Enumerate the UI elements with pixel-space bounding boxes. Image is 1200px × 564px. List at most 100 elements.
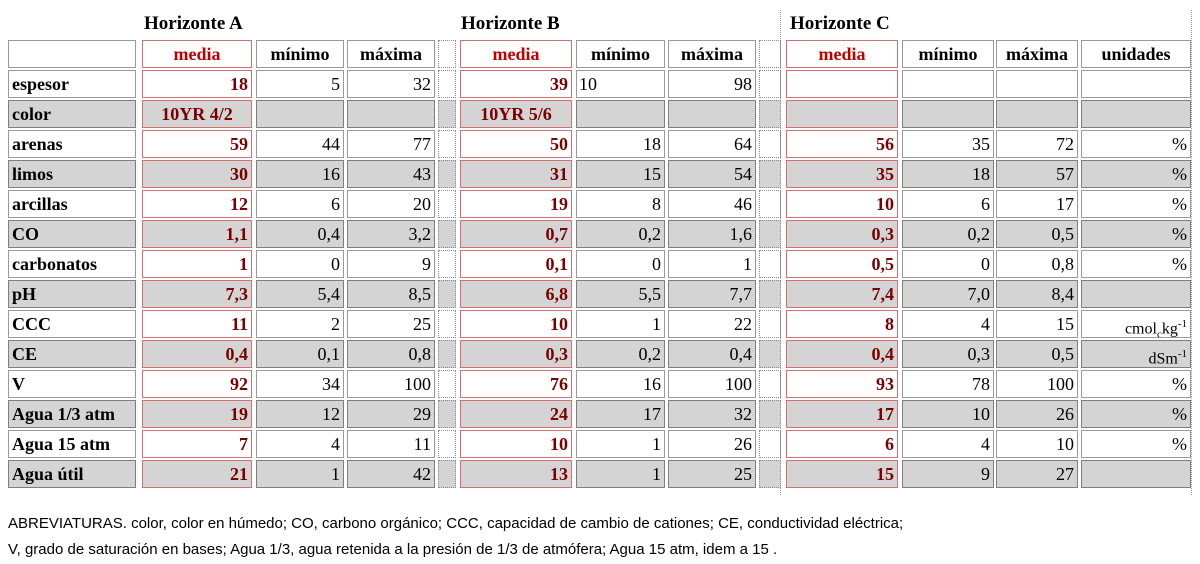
- b-max-value: 1,6: [668, 220, 756, 248]
- horizon-b-title: Horizonte B: [461, 13, 560, 34]
- column-header-row: media mínimo máxima media mínimo máxima media m…: [8, 40, 1192, 70]
- b-min-value: 1: [576, 460, 665, 488]
- row-label: carbonatos: [8, 250, 136, 278]
- table-row: arcillas 12 6 20 19 8 46 10 6 17%: [8, 190, 1192, 220]
- row-label: Agua 1/3 atm: [8, 400, 136, 428]
- gap-a-cell: [438, 430, 456, 458]
- gap-a-cell: [438, 460, 456, 488]
- a-min-value: 34: [256, 370, 344, 398]
- a-media-value: 21: [142, 460, 252, 488]
- a-media-value: 7: [142, 430, 252, 458]
- header-a-media: media: [142, 40, 252, 68]
- c-media-value: 0,3: [786, 220, 898, 248]
- a-min-value: 0: [256, 250, 344, 278]
- gap-a-cell: [438, 310, 456, 338]
- c-max-value: 8,4: [996, 280, 1078, 308]
- c-media-value: 0,4: [786, 340, 898, 368]
- table-row: CE 0,4 0,1 0,8 0,3 0,2 0,4 0,4 0,3 0,5 dSm-1: [8, 340, 1192, 370]
- b-min-value: 16: [576, 370, 665, 398]
- unit-value: [1081, 280, 1191, 308]
- a-media-value: 19: [142, 400, 252, 428]
- c-max-value: [996, 70, 1078, 98]
- a-max-value: 3,2: [347, 220, 435, 248]
- header-c-max: máxima: [996, 40, 1078, 68]
- gap-b-cell: [759, 130, 781, 158]
- a-max-value: 42: [347, 460, 435, 488]
- c-min-value: 10: [902, 400, 994, 428]
- c-min-value: 0,2: [902, 220, 994, 248]
- row-label: color: [8, 100, 136, 128]
- gap-a-cell: [438, 250, 456, 278]
- gap-a-cell: [438, 70, 456, 98]
- c-min-value: 0: [902, 250, 994, 278]
- b-min-value: [576, 100, 665, 128]
- c-media-value: [786, 100, 898, 128]
- a-max-value: 43: [347, 160, 435, 188]
- c-max-value: 0,5: [996, 340, 1078, 368]
- header-a-min: mínimo: [256, 40, 344, 68]
- row-label: CE: [8, 340, 136, 368]
- header-b-max: máxima: [668, 40, 756, 68]
- unit-value: %: [1081, 370, 1191, 398]
- c-max-value: 26: [996, 400, 1078, 428]
- b-media-value: 6,8: [460, 280, 572, 308]
- b-min-value: 5,5: [576, 280, 665, 308]
- unit-value: [1081, 100, 1191, 128]
- row-label: Agua 15 atm: [8, 430, 136, 458]
- b-min-value: 1: [576, 310, 665, 338]
- gap-b-cell: [759, 340, 781, 368]
- a-min-value: 12: [256, 400, 344, 428]
- gap-b-cell: [759, 220, 781, 248]
- b-media-value: 10: [460, 310, 572, 338]
- b-max-value: 0,4: [668, 340, 756, 368]
- c-max-value: 10: [996, 430, 1078, 458]
- header-b-media: media: [460, 40, 572, 68]
- row-label: CO: [8, 220, 136, 248]
- table-row: Agua útil 21 1 42 13 1 25 15 9 27: [8, 460, 1192, 490]
- b-media-value: 19: [460, 190, 572, 218]
- c-min-value: 7,0: [902, 280, 994, 308]
- unit-value: dSm-1: [1081, 340, 1191, 368]
- a-max-value: 29: [347, 400, 435, 428]
- a-max-value: 11: [347, 430, 435, 458]
- row-label: V: [8, 370, 136, 398]
- b-media-value: 31: [460, 160, 572, 188]
- c-media-value: 0,5: [786, 250, 898, 278]
- unit-ccc-sub: c: [1156, 328, 1162, 338]
- c-min-value: 6: [902, 190, 994, 218]
- unit-value: %: [1081, 250, 1191, 278]
- unit-value: %: [1081, 190, 1191, 218]
- b-min-value: 15: [576, 160, 665, 188]
- b-media-value: 0,7: [460, 220, 572, 248]
- a-min-value: [256, 100, 344, 128]
- gap-b-cell: [759, 430, 781, 458]
- a-max-value: 9: [347, 250, 435, 278]
- b-max-value: 22: [668, 310, 756, 338]
- b-max-value: 25: [668, 460, 756, 488]
- b-min-value: 0,2: [576, 340, 665, 368]
- header-gap-b: [759, 40, 781, 68]
- b-max-value: 7,7: [668, 280, 756, 308]
- c-min-value: 35: [902, 130, 994, 158]
- gap-b-cell: [759, 190, 781, 218]
- gap-a-cell: [438, 340, 456, 368]
- c-min-value: [902, 100, 994, 128]
- row-label: CCC: [8, 310, 136, 338]
- table-row: carbonatos 1 0 9 0,1 0 1 0,5 0 0,8%: [8, 250, 1192, 280]
- unit-ce-base: dSm: [1148, 350, 1178, 368]
- c-max-value: 17: [996, 190, 1078, 218]
- gap-a-cell: [438, 130, 456, 158]
- c-min-value: 4: [902, 310, 994, 338]
- table-row: limos 30 16 43 31 15 54 35 18 57%: [8, 160, 1192, 190]
- a-max-value: 100: [347, 370, 435, 398]
- b-media-value: 10YR 5/6: [460, 100, 572, 128]
- b-max-value: 64: [668, 130, 756, 158]
- c-max-value: 72: [996, 130, 1078, 158]
- a-min-value: 1: [256, 460, 344, 488]
- table-row: arenas 59 44 77 50 18 64 56 35 72%: [8, 130, 1192, 160]
- c-max-value: 27: [996, 460, 1078, 488]
- b-max-value: 1: [668, 250, 756, 278]
- a-media-value: 11: [142, 310, 252, 338]
- a-min-value: 5,4: [256, 280, 344, 308]
- b-media-value: 50: [460, 130, 572, 158]
